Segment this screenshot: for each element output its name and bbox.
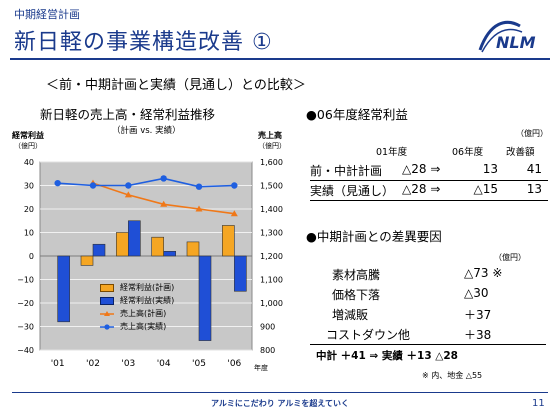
point-actual-sales [125,182,132,189]
right-axis-label: 売上高 [258,131,282,140]
y-right-tick-label: 800 [260,346,275,355]
chart-legend: 経常利益(計画) 経常利益(実績) 売上高(計画) 売上高(実績) [100,282,230,338]
factor-row: 素材高騰 △73 ※ [332,266,503,282]
profit-table: ●06年度経常利益 （億円） 01年度 06年度 改善額 前・中計計画 △28 … [306,104,556,204]
chart-title: 新日軽の売上高・経常利益推移 [40,107,216,122]
header-subtitle: 中期経営計画 [14,8,80,21]
bar-actual-profit [128,220,141,257]
point-plan-sales [195,205,203,212]
point-actual-sales [89,182,97,189]
y-left-tick-label: −20 [17,299,34,308]
factor-table-heading: ●中期計画との差異要因 [306,229,442,244]
page-number: 11 [532,398,545,409]
profit-table-heading: ●06年度経常利益 [306,107,408,122]
y-right-tick-label: 1,400 [260,205,283,214]
y-left-tick-label: 10 [24,229,34,238]
y-left-tick-label: −40 [17,346,34,355]
page-title: 新日軽の事業構造改善 ① [14,30,273,55]
point-plan-sales [230,210,238,217]
bar-actual-profit [198,255,212,341]
legend-swatch [100,284,114,292]
row-plan-label: 前・中計計画 [310,164,383,178]
factor-row: コストダウン他 ＋38 [326,328,492,342]
x-tick-label: '01 [51,359,65,369]
bar-plan-profit [116,232,129,257]
y-left-tick-label: 40 [24,158,34,167]
x-axis-unit: 年度 [254,363,268,372]
factor-row: 増減販 ＋37 [332,308,492,322]
y-left-tick-label: 0 [29,252,34,261]
comparison-subtitle: ＜前・中期計画と実績（見通し）との比較＞ [46,78,306,93]
col-header-06: 06年度 [452,147,484,158]
y-left-tick-label: 30 [24,182,34,191]
y-left-tick-label: −30 [17,323,34,332]
point-actual-sales [54,179,61,187]
point-actual-sales [160,175,167,182]
left-axis-unit: （億円） [14,142,42,150]
chart-subtitle: （計画 vs. 実績） [112,126,181,136]
x-tick-label: '03 [121,359,135,369]
legend-swatch [100,297,114,305]
company-logo: NLM [476,16,550,58]
row-plan-diff: 41 [526,162,542,176]
col-header-01: 01年度 [376,147,408,158]
point-actual-sales [231,182,238,189]
bar-plan-profit [80,255,94,266]
row-actual-label: 実績（見通し） [310,184,395,198]
factor-row: 価格下落 △30 [332,286,489,302]
factor-total: 中計 ＋41 ⇒ 実績 ＋13 △28 [316,350,458,362]
y-right-tick-label: 1,600 [260,158,283,167]
row-plan-01: △28 ⇒ [402,162,441,176]
factor-table-unit: （億円） [494,253,526,262]
y-left-tick-label: 20 [24,205,34,214]
bar-plan-profit [186,241,200,257]
x-tick-label: '05 [192,359,206,369]
logo-text: NLM [496,33,536,52]
row-plan-06: 13 [482,162,498,176]
y-right-tick-label: 1,000 [260,299,283,308]
bar-plan-profit [222,225,235,257]
factor-table: ●中期計画との差異要因 （億円） 素材高騰 △73 ※ 価格下落 △30 増減販… [306,226,556,386]
x-tick-label: '02 [86,359,100,369]
y-right-tick-label: 1,100 [260,276,283,285]
point-plan-sales [124,191,132,198]
y-left-tick-label: −10 [17,276,34,285]
point-plan-sales [160,200,168,207]
bar-actual-profit [57,255,70,323]
profit-table-unit: （億円） [516,129,548,138]
y-right-tick-label: 1,200 [260,252,283,261]
line-actual-sales [57,177,235,188]
bar-actual-profit [163,251,176,257]
row-actual-diff: 13 [526,182,542,196]
x-tick-label: '06 [227,359,241,369]
row-actual-06: △15 [473,182,499,196]
header-divider [10,58,550,60]
bar-plan-profit [151,236,164,257]
footer-divider [12,392,548,393]
total-divider [310,344,546,345]
col-header-diff: 改善額 [506,147,535,158]
footer-slogan: アルミにこだわり アルミを超えていく [210,399,350,408]
bar-actual-profit [234,255,247,292]
bar-actual-profit [92,243,106,257]
y-right-tick-label: 1,500 [260,182,283,191]
row-divider [310,180,548,181]
y-right-tick-label: 1,300 [260,229,283,238]
x-tick-label: '04 [157,359,171,369]
row-divider [310,200,548,201]
right-axis-unit: （億円） [258,142,286,150]
factor-note: ※ 内、地金 △55 [422,371,483,380]
y-right-tick-label: 900 [260,323,275,332]
left-axis-label: 経常利益 [12,131,44,140]
row-actual-01: △28 ⇒ [402,182,441,196]
point-actual-sales [195,183,203,190]
